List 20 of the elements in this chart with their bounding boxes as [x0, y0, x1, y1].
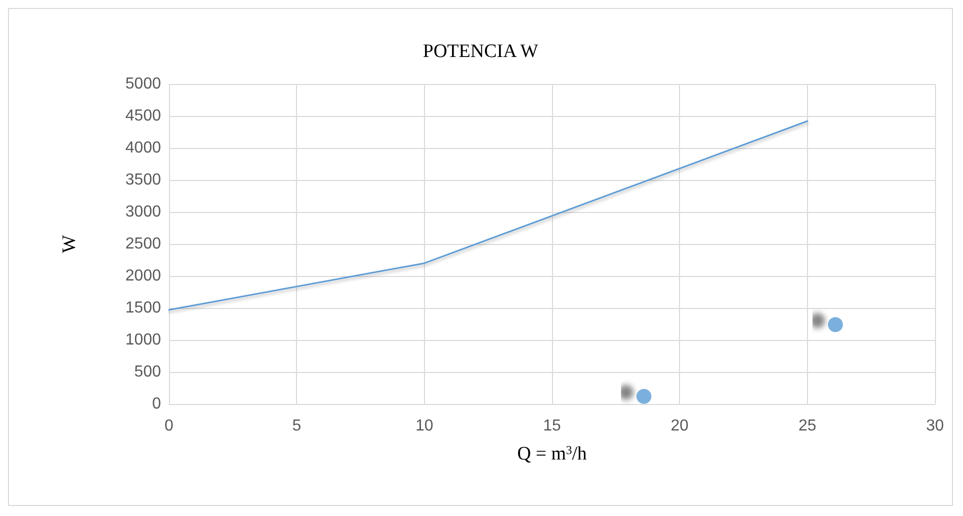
y-tick-label: 2000	[125, 268, 162, 284]
y-tick-label: 1000	[125, 332, 162, 348]
y-tick-label: 4000	[125, 140, 162, 156]
y-tick-label: 1500	[125, 300, 162, 316]
y-tick-label: 3500	[125, 172, 162, 188]
y-tick-label: 2500	[125, 236, 162, 252]
x-tick-label: 0	[164, 418, 174, 434]
x-tick-label: 15	[543, 418, 561, 434]
x-tick-label: 30	[926, 418, 944, 434]
x-tick-label: 10	[415, 418, 434, 434]
x-tick-label: 5	[292, 418, 302, 434]
y-axis-title: W	[59, 234, 80, 253]
y-tick-label: 0	[152, 396, 162, 412]
y-tick-label: 3000	[125, 204, 162, 220]
y-tick-label: 500	[134, 364, 162, 380]
x-tick-label: 20	[670, 418, 689, 434]
y-tick-label: 4500	[125, 108, 162, 124]
chart-title: POTENCIA W	[422, 41, 538, 62]
x-tick-label: 25	[798, 418, 816, 434]
y-tick-label: 5000	[125, 76, 162, 92]
